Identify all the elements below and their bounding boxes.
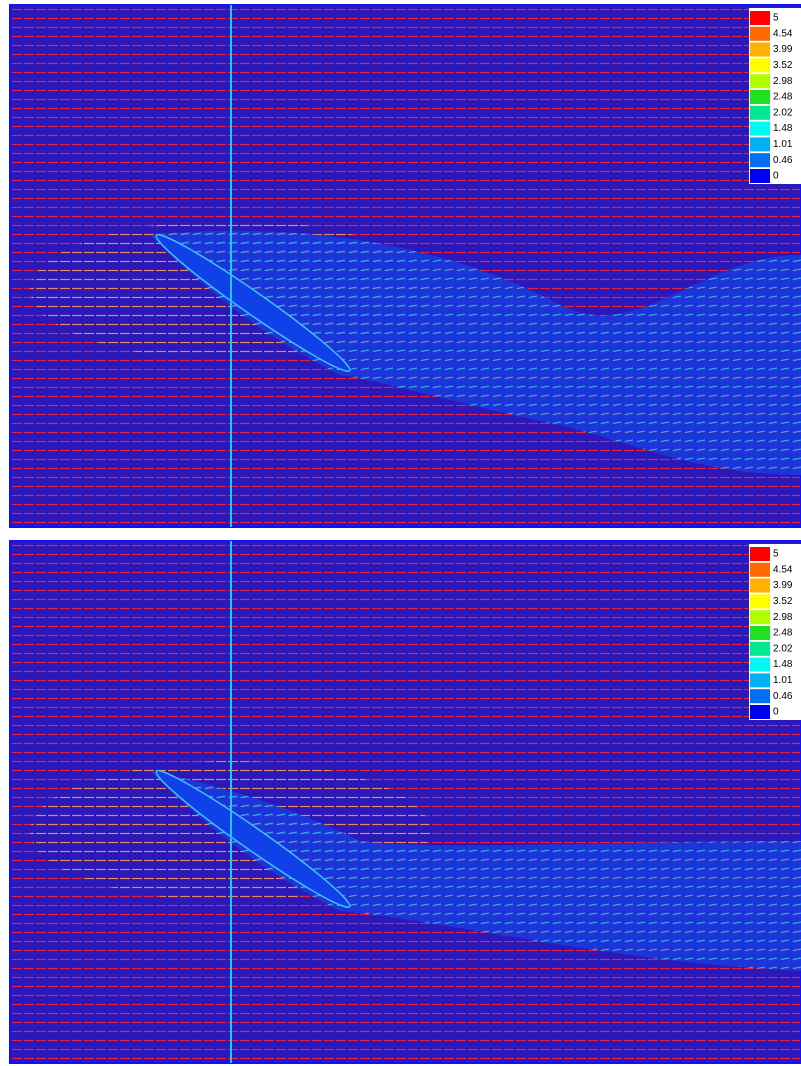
legend-label: 2.98 bbox=[773, 612, 793, 623]
legend-swatch bbox=[750, 642, 770, 656]
vector-plots: 5 4.54 3.99 3.52 2.98 2.48 2.02 1.48 1.01 0.46 0 5 4… bbox=[0, 0, 801, 1066]
legend-swatch bbox=[750, 579, 770, 593]
legend-swatch bbox=[750, 106, 770, 120]
legend-swatch bbox=[750, 137, 770, 151]
legend-label: 5 bbox=[773, 549, 779, 560]
legend-swatch bbox=[750, 626, 770, 640]
legend-swatch bbox=[750, 594, 770, 608]
legend-label: 0 bbox=[773, 707, 779, 718]
legend-label: 3.52 bbox=[773, 596, 793, 607]
legend-label: 0 bbox=[773, 171, 779, 182]
legend-label: 2.98 bbox=[773, 76, 793, 87]
legend-swatch bbox=[750, 689, 770, 703]
legend-label: 2.02 bbox=[773, 107, 793, 118]
legend-label: 3.52 bbox=[773, 60, 793, 71]
legend-label: 0.46 bbox=[773, 155, 793, 166]
legend-swatch bbox=[750, 11, 770, 25]
legend-swatch bbox=[750, 610, 770, 624]
legend-label: 4.54 bbox=[773, 564, 793, 575]
legend-swatch bbox=[750, 673, 770, 687]
legend-label: 3.99 bbox=[773, 44, 793, 55]
legend-swatch bbox=[750, 58, 770, 72]
legend-swatch bbox=[750, 27, 770, 41]
legend-label: 2.48 bbox=[773, 628, 793, 639]
panel: 5 4.54 3.99 3.52 2.98 2.48 2.02 1.48 1.01 0.46 0 bbox=[10, 541, 801, 1063]
legend-swatch bbox=[750, 122, 770, 136]
legend-label: 1.01 bbox=[773, 675, 793, 686]
legend-label: 1.01 bbox=[773, 139, 793, 150]
legend-swatch bbox=[750, 43, 770, 57]
legend-label: 1.48 bbox=[773, 123, 793, 134]
legend-label: 5 bbox=[773, 13, 779, 24]
legend-swatch bbox=[750, 547, 770, 561]
legend-swatch bbox=[750, 153, 770, 167]
legend-label: 1.48 bbox=[773, 659, 793, 670]
legend-label: 3.99 bbox=[773, 580, 793, 591]
legend-swatch bbox=[750, 169, 770, 183]
legend-label: 0.46 bbox=[773, 691, 793, 702]
legend-swatch bbox=[750, 74, 770, 88]
legend-swatch bbox=[750, 658, 770, 672]
legend-label: 4.54 bbox=[773, 28, 793, 39]
panel: 5 4.54 3.99 3.52 2.98 2.48 2.02 1.48 1.01 0.46 0 bbox=[10, 5, 801, 527]
page: 5 4.54 3.99 3.52 2.98 2.48 2.02 1.48 1.01 0.46 0 5 4… bbox=[0, 0, 801, 1066]
legend-swatch bbox=[750, 90, 770, 104]
legend-swatch bbox=[750, 705, 770, 719]
legend-swatch bbox=[750, 563, 770, 577]
legend-label: 2.02 bbox=[773, 643, 793, 654]
legend-label: 2.48 bbox=[773, 92, 793, 103]
